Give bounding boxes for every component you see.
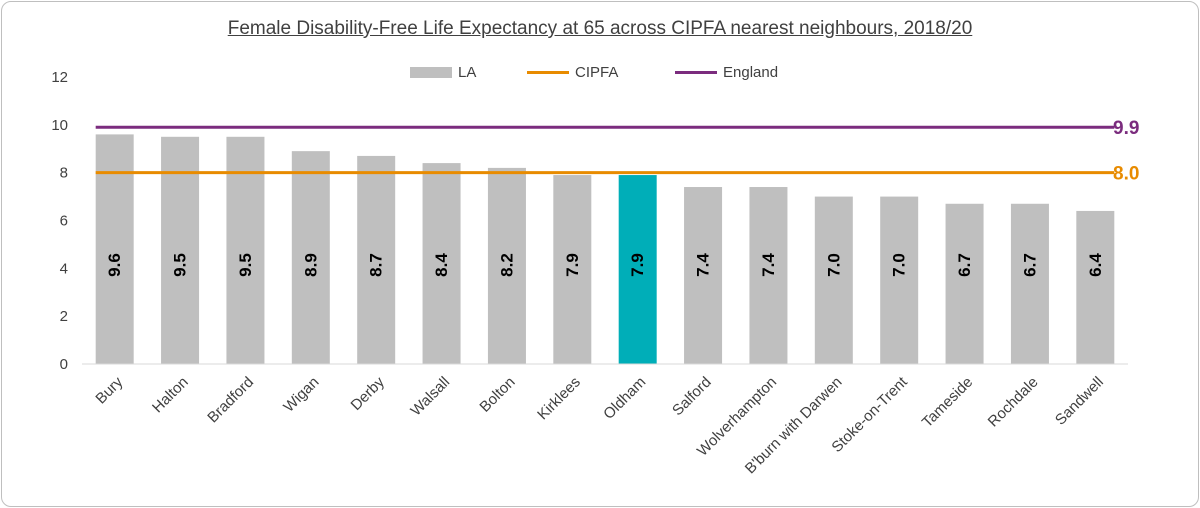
- data-label: 7.9: [628, 253, 647, 277]
- bar-tameside: [945, 203, 984, 364]
- legend-item-cipfa: CIPFA: [527, 60, 618, 84]
- legend-swatch-england: [675, 70, 717, 74]
- bar-stoke-on-trent: [880, 196, 919, 364]
- x-category-label: Salford: [669, 374, 715, 420]
- data-label: 7.4: [694, 253, 713, 277]
- x-category-label: Bolton: [476, 374, 518, 416]
- bar-rochdale: [1010, 203, 1049, 364]
- x-category-label: Kirklees: [534, 374, 584, 424]
- chart-legend: LA CIPFA England: [0, 60, 1200, 84]
- data-label: 6.7: [955, 253, 974, 277]
- legend-item-england: England: [675, 60, 778, 84]
- chart-title: Female Disability-Free Life Expectancy a…: [227, 18, 973, 39]
- bar-bolton: [487, 167, 526, 364]
- data-label: 9.5: [171, 253, 190, 277]
- legend-label-la: LA: [458, 63, 477, 81]
- x-category-label: Oldham: [600, 374, 649, 423]
- x-category-label: Derby: [348, 373, 389, 414]
- x-category-label: Bury: [92, 373, 126, 407]
- reference-label-england: 9.9: [1113, 118, 1139, 139]
- data-label: 7.0: [824, 253, 843, 277]
- data-label: 7.9: [563, 253, 582, 277]
- y-tick-label: 0: [60, 356, 68, 373]
- bar-wigan: [291, 151, 330, 364]
- reference-label-cipfa: 8.0: [1113, 164, 1139, 185]
- y-tick-label: 4: [60, 260, 68, 277]
- data-label: 8.4: [432, 253, 451, 277]
- bar-kirklees: [553, 175, 592, 364]
- y-tick-label: 6: [60, 213, 68, 230]
- bar-derby: [357, 155, 396, 364]
- legend-label-cipfa: CIPFA: [575, 63, 619, 81]
- x-category-label: Halton: [149, 374, 192, 417]
- bar-bury: [95, 134, 134, 364]
- data-label: 7.4: [759, 253, 778, 277]
- legend-swatch-cipfa: [527, 70, 569, 74]
- y-tick-label: 12: [51, 69, 68, 86]
- data-label: 8.9: [301, 253, 320, 277]
- bar-b-burn-with-darwen: [814, 196, 853, 364]
- legend-label-england: England: [723, 63, 779, 81]
- data-label: 9.6: [105, 253, 124, 277]
- y-tick-label: 2: [60, 308, 68, 325]
- x-category-label: Sandwell: [1052, 374, 1107, 429]
- legend-swatch-la: [410, 66, 452, 78]
- y-tick-label: 8: [60, 165, 68, 182]
- x-category-label: Tameside: [919, 374, 976, 431]
- bar-sandwell: [1076, 210, 1115, 364]
- bar-walsall: [422, 163, 461, 364]
- data-label: 8.2: [497, 253, 516, 277]
- data-label: 7.0: [890, 253, 909, 277]
- bar-wolverhampton: [749, 187, 788, 364]
- x-category-label: Bradford: [204, 374, 257, 427]
- bar-salford: [684, 187, 723, 364]
- data-label: 9.5: [236, 253, 255, 277]
- bar-oldham: [618, 175, 657, 364]
- x-category-label: Walsall: [407, 374, 453, 420]
- y-tick-label: 10: [51, 117, 68, 134]
- data-label: 8.7: [367, 253, 386, 277]
- data-label: 6.7: [1020, 253, 1039, 277]
- data-label: 6.4: [1086, 253, 1105, 277]
- bar-bradford: [226, 136, 265, 364]
- bar-halton: [161, 136, 200, 364]
- x-category-label: Wigan: [280, 374, 322, 416]
- x-category-label: Rochdale: [985, 374, 1042, 431]
- legend-item-la: LA: [410, 60, 476, 84]
